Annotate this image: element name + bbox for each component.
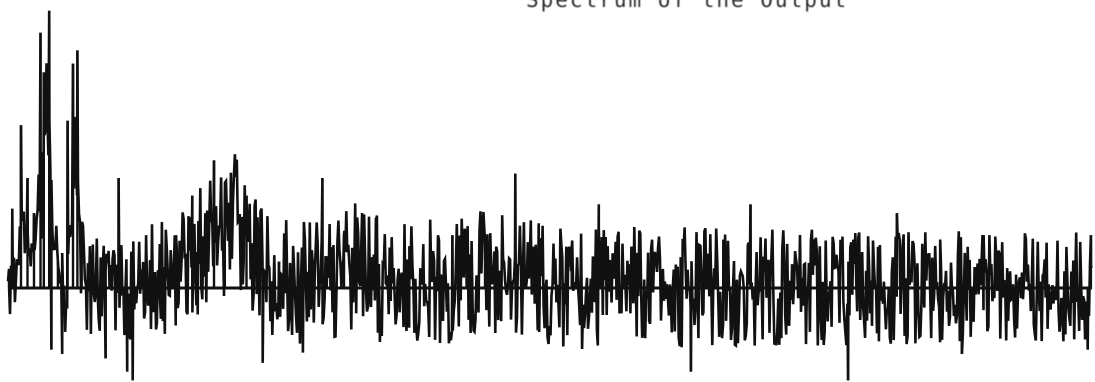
- chart-title: Spectrum of the Output: [526, 0, 849, 12]
- spectrum-series-group: [6, 10, 1093, 381]
- spectrum-trace: [6, 10, 1093, 381]
